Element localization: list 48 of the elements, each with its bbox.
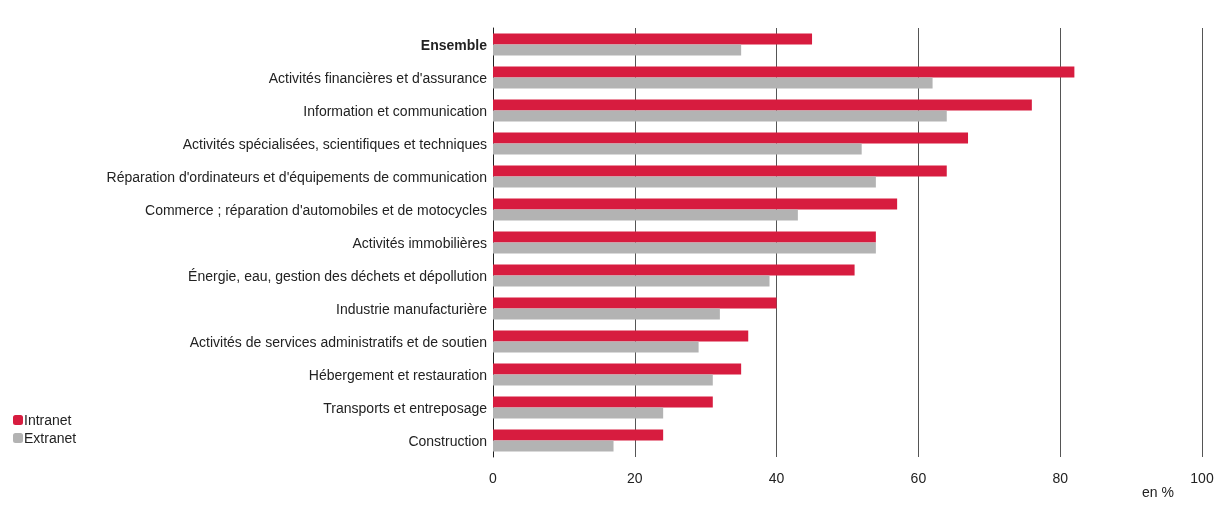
legend-label: Extranet <box>24 430 77 446</box>
y-tick-label: Construction <box>408 432 487 449</box>
bar <box>493 143 862 155</box>
x-axis-title: en % <box>1142 484 1174 500</box>
bar <box>493 66 1075 78</box>
bar <box>493 198 898 210</box>
bar <box>493 176 876 188</box>
y-tick-label: Activités de services administratifs et de soutien <box>189 333 487 350</box>
x-tick-label: 100 <box>1190 470 1214 486</box>
bar <box>493 297 777 309</box>
y-tick-label: Commerce ; réparation d'automobiles et de motocycles <box>145 201 487 218</box>
bar <box>493 275 770 287</box>
bar <box>493 77 933 89</box>
bar <box>493 374 713 386</box>
bar <box>493 440 614 452</box>
bar <box>493 264 855 276</box>
y-tick-label: Activités immobilières <box>352 234 487 251</box>
y-tick-label: Réparation d'ordinateurs et d'équipements de communication <box>106 168 487 185</box>
y-tick-label: Transports et entreposage <box>323 399 488 416</box>
legend-label: Intranet <box>24 412 72 428</box>
y-tick-label: Information et communication <box>303 102 487 119</box>
y-tick-label: Industrie manufacturière <box>336 300 488 317</box>
bar <box>493 363 742 375</box>
y-tick-label: Énergie, eau, gestion des déchets et dépollution <box>188 267 487 284</box>
y-tick-label: Activités financières et d'assurance <box>268 69 488 86</box>
bar <box>493 242 876 254</box>
bar <box>493 396 713 408</box>
x-tick-label: 40 <box>768 470 785 486</box>
bar <box>493 231 876 243</box>
bar <box>493 330 749 342</box>
x-tick-label: 80 <box>1052 470 1069 486</box>
y-tick-label: Activités spécialisées, scientifiques et techniques <box>182 135 487 152</box>
bar <box>493 308 720 320</box>
bar <box>493 110 947 122</box>
x-tick-label: 60 <box>910 470 927 486</box>
x-tick-label: 20 <box>627 470 643 486</box>
y-tick-label: Hébergement et restauration <box>308 366 487 383</box>
bar <box>493 407 664 419</box>
bar <box>493 165 947 177</box>
bar <box>493 132 969 144</box>
bar <box>493 341 699 353</box>
bar <box>493 99 1032 111</box>
x-tick-label: 0 <box>489 470 498 486</box>
y-tick-label: Ensemble <box>420 36 488 53</box>
bar <box>493 209 798 221</box>
bar <box>493 429 664 441</box>
bar <box>493 33 813 45</box>
bar <box>493 44 742 56</box>
